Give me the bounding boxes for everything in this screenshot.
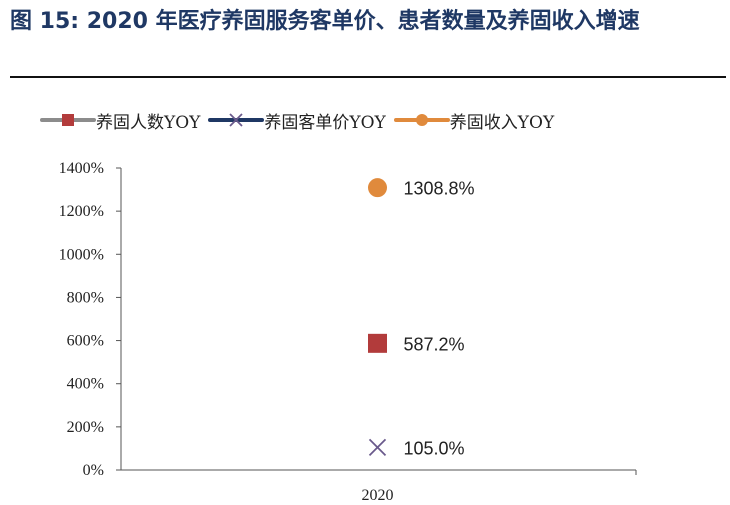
y-tick-label: 0% <box>83 462 104 479</box>
legend-item: 养固客单价YOY <box>208 108 386 133</box>
square-marker-icon <box>40 114 96 126</box>
data-label: 587.2% <box>404 334 465 354</box>
legend-label: 养固收入YOY <box>449 112 555 133</box>
y-tick-label: 1200% <box>59 203 104 220</box>
legend-label: 养固人数YOY <box>96 112 201 133</box>
y-tick-label: 800% <box>67 289 104 306</box>
y-tick-label: 200% <box>67 419 104 436</box>
chart-title: 图 15: 2020 年医疗养固服务客单价、患者数量及养固收入增速 <box>10 9 640 34</box>
data-label: 1308.8% <box>404 179 475 199</box>
legend-item: 养固收入YOY <box>393 108 555 133</box>
title-divider <box>10 76 726 78</box>
data-point-circle <box>368 178 387 198</box>
y-tick-label: 600% <box>67 333 104 350</box>
data-point-square <box>368 333 387 353</box>
y-tick-label: 1000% <box>59 246 104 263</box>
circle-marker-icon <box>393 114 450 126</box>
x-marker-icon <box>208 113 265 127</box>
legend-item: 养固人数YOY <box>40 108 200 133</box>
y-tick-label: 1400% <box>59 160 104 177</box>
x-tick-label: 2020 <box>362 487 394 504</box>
data-label: 105.0% <box>404 438 465 458</box>
legend-label: 养固客单价YOY <box>264 112 386 133</box>
chart-legend: 养固人数YOY 养固客单价YOY 养固收入YOY <box>40 105 562 135</box>
y-tick-label: 400% <box>67 376 104 393</box>
data-point-x <box>368 438 387 456</box>
